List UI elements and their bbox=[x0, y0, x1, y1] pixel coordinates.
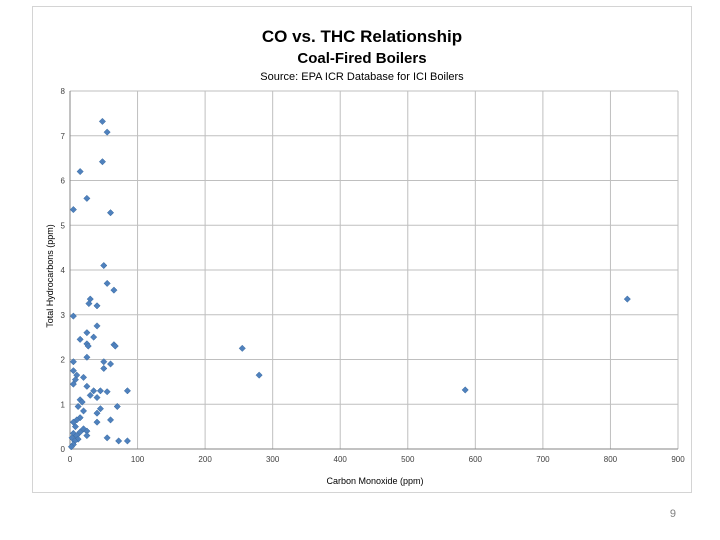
x-tick-label: 500 bbox=[401, 455, 415, 464]
x-tick-label: 900 bbox=[671, 455, 685, 464]
data-point bbox=[79, 373, 88, 381]
data-point bbox=[115, 437, 123, 445]
x-axis-label: Carbon Monoxide (ppm) bbox=[326, 476, 423, 486]
x-tick-label: 700 bbox=[536, 455, 550, 464]
data-point bbox=[103, 279, 111, 287]
data-point bbox=[67, 443, 75, 451]
data-point bbox=[96, 387, 104, 395]
data-point bbox=[83, 382, 91, 390]
y-tick-label: 7 bbox=[61, 132, 66, 141]
data-point bbox=[123, 437, 131, 445]
data-point bbox=[106, 209, 115, 217]
data-point bbox=[69, 367, 77, 375]
data-point bbox=[238, 344, 246, 352]
y-tick-label: 1 bbox=[61, 400, 66, 409]
data-point bbox=[79, 407, 88, 415]
data-point bbox=[100, 364, 108, 373]
x-tick-label: 800 bbox=[604, 455, 618, 464]
y-tick-label: 2 bbox=[61, 356, 66, 365]
data-point bbox=[74, 402, 82, 411]
page-number: 9 bbox=[669, 508, 676, 520]
data-point bbox=[123, 387, 131, 395]
data-point bbox=[103, 128, 111, 136]
data-point bbox=[113, 402, 121, 411]
x-tick-label: 300 bbox=[266, 455, 280, 464]
y-tick-label: 3 bbox=[61, 311, 66, 320]
data-point bbox=[103, 388, 111, 396]
data-point bbox=[69, 358, 77, 366]
data-point bbox=[461, 386, 469, 394]
data-point bbox=[84, 342, 92, 350]
data-point bbox=[69, 206, 77, 214]
data-point bbox=[103, 434, 111, 442]
data-point bbox=[98, 158, 106, 166]
data-point bbox=[83, 194, 91, 202]
data-point bbox=[106, 416, 115, 424]
chart-frame: CO vs. THC Relationship Coal-Fired Boile… bbox=[32, 6, 692, 493]
data-point bbox=[110, 286, 118, 294]
data-point bbox=[83, 329, 91, 337]
data-point bbox=[93, 322, 101, 330]
y-tick-label: 5 bbox=[61, 221, 66, 230]
data-point bbox=[83, 353, 91, 361]
data-point bbox=[69, 312, 77, 320]
y-tick-label: 0 bbox=[61, 445, 66, 454]
data-point bbox=[90, 387, 98, 395]
data-point bbox=[111, 342, 119, 350]
data-point bbox=[76, 414, 84, 422]
data-point bbox=[71, 423, 79, 431]
data-point bbox=[623, 295, 631, 303]
tick-labels: 0 1 2 3 4 5 6 7 8 0 100 200 300 400 500 600 700 800 900 bbox=[61, 87, 686, 464]
x-tick-label: 0 bbox=[68, 455, 73, 464]
data-point bbox=[78, 398, 86, 406]
y-tick-label: 4 bbox=[61, 266, 66, 275]
data-point bbox=[93, 418, 101, 426]
data-point bbox=[83, 432, 91, 440]
gridlines bbox=[69, 90, 679, 450]
data-point bbox=[255, 371, 263, 379]
data-point bbox=[100, 261, 108, 270]
data-point bbox=[98, 117, 106, 125]
data-point bbox=[90, 333, 98, 341]
data-points bbox=[67, 117, 631, 451]
chart-source: Source: EPA ICR Database for ICI Boilers bbox=[260, 71, 464, 83]
data-point bbox=[96, 405, 104, 413]
scatter-chart: CO vs. THC Relationship Coal-Fired Boile… bbox=[45, 27, 686, 486]
x-tick-label: 600 bbox=[469, 455, 483, 464]
y-tick-label: 6 bbox=[61, 177, 66, 186]
data-point bbox=[76, 167, 84, 176]
data-point bbox=[76, 335, 84, 343]
x-tick-label: 200 bbox=[198, 455, 212, 464]
data-point bbox=[93, 393, 101, 402]
data-point bbox=[69, 380, 77, 388]
data-point bbox=[86, 391, 94, 399]
chart-title: CO vs. THC Relationship bbox=[262, 27, 462, 46]
chart-subtitle: Coal-Fired Boilers bbox=[297, 50, 426, 67]
data-point bbox=[93, 409, 101, 417]
x-tick-label: 400 bbox=[334, 455, 348, 464]
y-tick-label: 8 bbox=[61, 87, 66, 96]
data-point bbox=[85, 300, 93, 308]
x-tick-label: 100 bbox=[131, 455, 145, 464]
data-point bbox=[93, 302, 101, 310]
y-axis-label: Total Hydrocarbons (ppm) bbox=[45, 224, 55, 328]
data-point bbox=[106, 360, 115, 368]
data-point bbox=[76, 428, 84, 436]
